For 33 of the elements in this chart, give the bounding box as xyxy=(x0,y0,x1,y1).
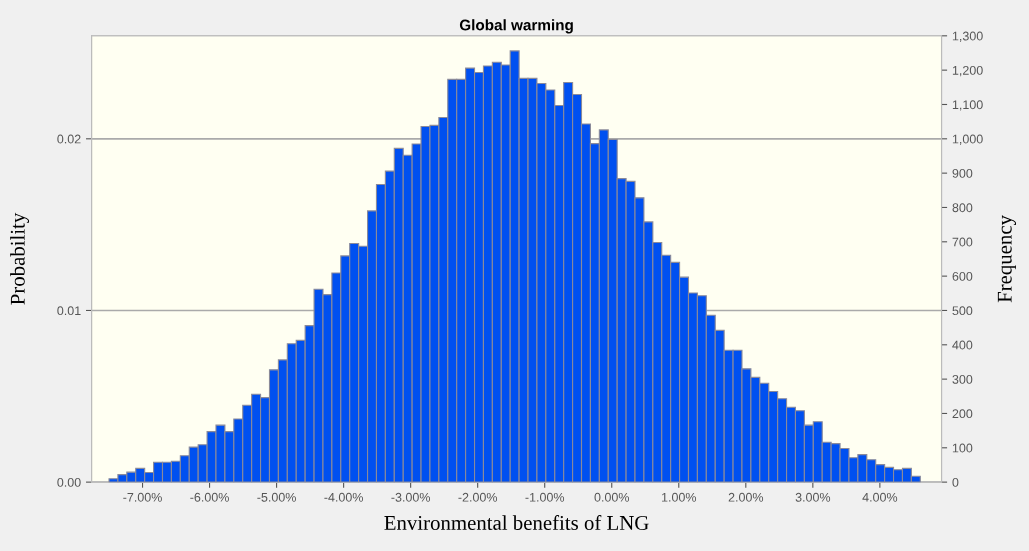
x-tick-label: -3.00% xyxy=(391,492,431,502)
y2-axis-title: Frequency xyxy=(997,215,1017,303)
x-tick-label: 0.00% xyxy=(594,492,630,502)
y2-tick-label: 1,200 xyxy=(952,65,983,77)
y2-tick-label: 900 xyxy=(952,168,973,178)
y2-tick-label: 1,000 xyxy=(952,134,983,145)
y2-tick-label: 700 xyxy=(952,237,973,247)
y2-tick-label: 400 xyxy=(952,340,973,350)
x-tick-label: -6.00% xyxy=(190,492,229,502)
y2-tick-label: 800 xyxy=(952,203,973,213)
y-tick-label: 0.01 xyxy=(57,306,81,316)
x-tick-label: 3.00% xyxy=(795,492,831,502)
x-tick-label: -5.00% xyxy=(257,492,296,502)
x-axis-title: Environmental benefits of LNG xyxy=(384,515,649,530)
y2-tick-label: 500 xyxy=(952,306,973,316)
x-tick-label: -2.00% xyxy=(458,492,498,502)
y-axis-title: Probability xyxy=(10,212,30,305)
y2-tick-label: 1,100 xyxy=(952,100,983,111)
y2-tick-label: 1,300 xyxy=(952,31,983,42)
x-tick-label: 2.00% xyxy=(728,492,764,502)
x-tick-label: -7.00% xyxy=(123,492,162,502)
y2-tick-label: 300 xyxy=(952,374,973,384)
y2-tick-label: 100 xyxy=(952,443,973,453)
y2-tick-label: 600 xyxy=(952,271,973,281)
x-tick-label: 1.00% xyxy=(662,492,697,502)
x-tick-label: -1.00% xyxy=(525,492,565,502)
y-tick-label: 0.02 xyxy=(57,134,81,144)
x-tick-label: 4.00% xyxy=(862,492,898,502)
y2-tick-label: 0 xyxy=(952,477,959,487)
y2-tick-label: 200 xyxy=(952,409,973,419)
chart-title: Global warming xyxy=(459,19,573,34)
x-tick-label: -4.00% xyxy=(324,492,363,502)
y-tick-label: 0.00 xyxy=(57,477,81,487)
